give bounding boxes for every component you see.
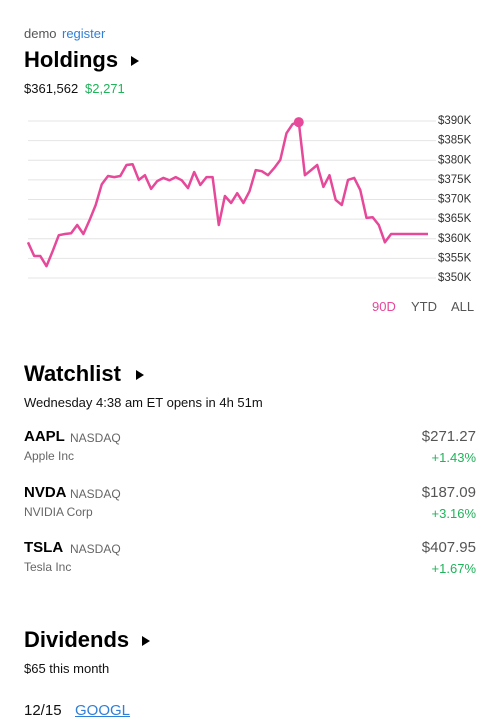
y-tick-label: $360K bbox=[438, 233, 472, 245]
y-tick-label: $370K bbox=[438, 194, 472, 206]
holdings-title[interactable]: Holdings bbox=[24, 47, 119, 72]
user: demo bbox=[24, 26, 57, 41]
stock-symbol[interactable]: TSLA bbox=[24, 539, 64, 556]
holdings-chart: $390K $385K $380K $375K $370K $365K $360K $355K… bbox=[26, 115, 472, 284]
stock-change: +1.67% bbox=[431, 561, 476, 576]
dividend-symbol[interactable]: GOOGL bbox=[75, 702, 131, 719]
stock-exchange: NASDAQ bbox=[70, 486, 121, 501]
y-tick-label: $390K bbox=[438, 115, 472, 127]
stock-price: $271.27 bbox=[421, 428, 476, 445]
stock-name: NVIDIA Corp bbox=[24, 504, 93, 519]
stock-price: $187.09 bbox=[421, 483, 476, 501]
range-button[interactable]: YTD bbox=[411, 299, 437, 314]
range-button[interactable]: 90D bbox=[372, 299, 396, 314]
stock-name: Apple Inc bbox=[24, 449, 75, 463]
stock-change: +3.16% bbox=[431, 505, 476, 521]
y-tick-label: $375K bbox=[438, 174, 472, 186]
arrow-icon bbox=[131, 56, 139, 66]
y-tick-label: $365K bbox=[438, 213, 472, 225]
stock-change: +1.43% bbox=[431, 450, 476, 465]
stock-price: $407.95 bbox=[421, 539, 476, 556]
stock-exchange: NASDAQ bbox=[70, 431, 121, 445]
dividend-date: 12/15 bbox=[24, 702, 62, 719]
holdings-change: $2,271 bbox=[85, 81, 125, 96]
arrow-icon bbox=[136, 370, 144, 380]
register-link[interactable]: register bbox=[62, 26, 106, 41]
stock-exchange: NASDAQ bbox=[70, 542, 121, 556]
y-tick-label: $380K bbox=[438, 154, 472, 166]
market-status: Wednesday 4:38 am ET opens in 4h 51m bbox=[24, 395, 263, 410]
stock-symbol[interactable]: AAPL bbox=[24, 428, 65, 445]
watchlist-title[interactable]: Watchlist bbox=[24, 361, 121, 386]
y-tick-label: $355K bbox=[438, 252, 472, 264]
holdings-total: $361,562 bbox=[24, 81, 79, 96]
holdings-line bbox=[26, 120, 428, 268]
stock-symbol[interactable]: NVDA bbox=[24, 483, 67, 501]
dividends-title[interactable]: Dividends bbox=[24, 627, 130, 652]
stock-name: Tesla Inc bbox=[24, 560, 72, 574]
arrow-icon bbox=[142, 636, 150, 646]
y-tick-label: $350K bbox=[438, 272, 472, 284]
peak-dot bbox=[293, 117, 304, 128]
range-button[interactable]: ALL bbox=[451, 299, 475, 314]
dividends-summary: $65 this month bbox=[24, 661, 110, 676]
y-tick-label: $385K bbox=[438, 135, 472, 147]
